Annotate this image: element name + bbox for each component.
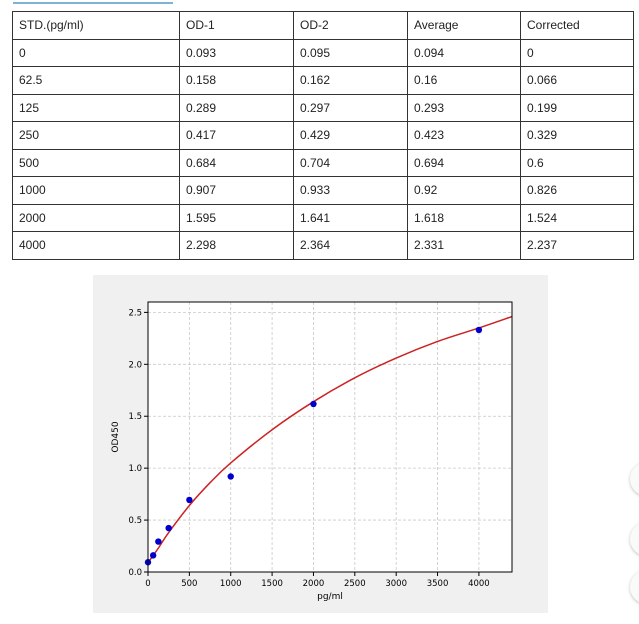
header-od1: OD-1 bbox=[179, 11, 294, 40]
cell-std: 1000 bbox=[12, 176, 180, 205]
cell-average: 2.331 bbox=[407, 231, 521, 260]
cell-od2: 0.095 bbox=[293, 38, 408, 67]
cell-std: 0 bbox=[12, 38, 180, 67]
table-row: 250 0.417 0.429 0.423 0.329 bbox=[12, 121, 634, 150]
data-point bbox=[186, 496, 193, 504]
x-tick-label: 0 bbox=[145, 579, 150, 589]
data-point bbox=[475, 326, 483, 334]
table-row: 125 0.289 0.297 0.293 0.199 bbox=[12, 93, 634, 122]
cell-corrected: 0.826 bbox=[520, 176, 634, 205]
header-std: STD.(pg/ml) bbox=[12, 11, 180, 40]
x-tick-label: 4000 bbox=[468, 579, 490, 589]
cell-average: 1.618 bbox=[407, 203, 521, 232]
cell-od1: 0.907 bbox=[179, 176, 294, 205]
cell-od2: 0.704 bbox=[293, 148, 408, 177]
table-row: 1000 0.907 0.933 0.92 0.826 bbox=[12, 176, 634, 205]
cell-od1: 0.417 bbox=[179, 121, 294, 150]
data-point bbox=[310, 400, 317, 408]
cell-std: 500 bbox=[12, 148, 180, 177]
cell-std: 2000 bbox=[12, 203, 180, 232]
table-row: 2000 1.595 1.641 1.618 1.524 bbox=[12, 203, 634, 232]
table-row: 62.5 0.158 0.162 0.16 0.066 bbox=[12, 66, 634, 95]
y-tick-label: 0.0 bbox=[128, 568, 142, 578]
cell-od1: 0.289 bbox=[179, 93, 294, 122]
cell-corrected: 0.199 bbox=[520, 93, 634, 122]
table-row: 0 0.093 0.095 0.094 0 bbox=[12, 38, 634, 67]
table-row: 4000 2.298 2.364 2.331 2.237 bbox=[12, 231, 634, 260]
cell-od2: 0.297 bbox=[293, 93, 408, 122]
side-action-button[interactable] bbox=[630, 570, 639, 604]
cell-corrected: 1.524 bbox=[520, 203, 634, 232]
cell-od2: 0.933 bbox=[293, 176, 408, 205]
cell-average: 0.694 bbox=[407, 148, 521, 177]
table-header-row: STD.(pg/ml) OD-1 OD-2 Average Corrected bbox=[12, 11, 634, 40]
fit-curve-line bbox=[147, 315, 513, 564]
cell-std: 250 bbox=[12, 121, 180, 150]
curve-layer bbox=[147, 315, 513, 564]
data-point bbox=[149, 552, 157, 559]
y-tick-label: 1.0 bbox=[128, 464, 142, 474]
cell-std: 62.5 bbox=[12, 66, 180, 95]
table-row: 500 0.684 0.704 0.694 0.6 bbox=[12, 148, 634, 177]
cell-od2: 2.364 bbox=[293, 231, 408, 260]
cell-corrected: 0 bbox=[520, 38, 634, 67]
x-axis-label: pg/ml bbox=[317, 592, 343, 602]
header-corrected: Corrected bbox=[520, 11, 634, 40]
cell-average: 0.423 bbox=[407, 121, 521, 150]
cell-od1: 0.158 bbox=[179, 66, 294, 95]
plot-frame bbox=[147, 301, 513, 573]
chart-panel: 0 500 1000 1500 2000 2500 3000 3500 4000 0.0 0.5 1.… bbox=[93, 275, 548, 613]
cell-od1: 0.093 bbox=[179, 38, 294, 67]
cell-average: 0.16 bbox=[407, 66, 521, 95]
point-layer bbox=[144, 326, 483, 566]
cell-average: 0.094 bbox=[407, 38, 521, 67]
cell-corrected: 0.066 bbox=[520, 66, 634, 95]
cell-od1: 0.684 bbox=[179, 148, 294, 177]
side-action-button[interactable] bbox=[630, 522, 639, 556]
cell-od1: 1.595 bbox=[179, 203, 294, 232]
cell-corrected: 0.6 bbox=[520, 148, 634, 177]
header-average: Average bbox=[407, 11, 521, 40]
standard-table: STD.(pg/ml) OD-1 OD-2 Average Corrected … bbox=[12, 11, 634, 260]
x-tick-label: 3500 bbox=[427, 579, 449, 589]
cell-od2: 0.429 bbox=[293, 121, 408, 150]
cell-od2: 0.162 bbox=[293, 66, 408, 95]
cell-corrected: 2.237 bbox=[520, 231, 634, 260]
data-point bbox=[165, 524, 172, 532]
cell-std: 125 bbox=[12, 93, 180, 122]
y-axis-label: OD450 bbox=[111, 421, 121, 452]
grid-layer bbox=[147, 302, 512, 573]
y-tick-label: 2.5 bbox=[128, 308, 142, 318]
cell-average: 0.92 bbox=[407, 176, 521, 205]
x-tick-label: 1000 bbox=[220, 579, 242, 589]
plot-background bbox=[148, 302, 512, 572]
cell-corrected: 0.329 bbox=[520, 121, 634, 150]
x-tick-label: 2500 bbox=[344, 579, 366, 589]
cell-od2: 1.641 bbox=[293, 203, 408, 232]
axis-layer: 0 500 1000 1500 2000 2500 3000 3500 4000 0.0 0.5 1.… bbox=[128, 308, 489, 589]
y-tick-label: 0.5 bbox=[128, 516, 142, 526]
y-tick-label: 2.0 bbox=[128, 360, 142, 370]
cell-od1: 2.298 bbox=[179, 231, 294, 260]
data-point bbox=[155, 538, 162, 545]
x-tick-label: 1500 bbox=[261, 579, 283, 589]
standard-curve-chart: 0 500 1000 1500 2000 2500 3000 3500 4000 0.0 0.5 1.… bbox=[111, 301, 513, 602]
x-tick-label: 2000 bbox=[303, 579, 325, 589]
data-point bbox=[227, 473, 234, 480]
side-action-button[interactable] bbox=[630, 462, 639, 496]
x-tick-label: 500 bbox=[181, 579, 197, 589]
x-tick-label: 3000 bbox=[385, 579, 407, 589]
y-tick-label: 1.5 bbox=[128, 412, 142, 422]
cell-average: 0.293 bbox=[407, 93, 521, 122]
top-divider bbox=[13, 2, 173, 4]
cell-std: 4000 bbox=[12, 231, 180, 260]
header-od2: OD-2 bbox=[293, 11, 408, 40]
